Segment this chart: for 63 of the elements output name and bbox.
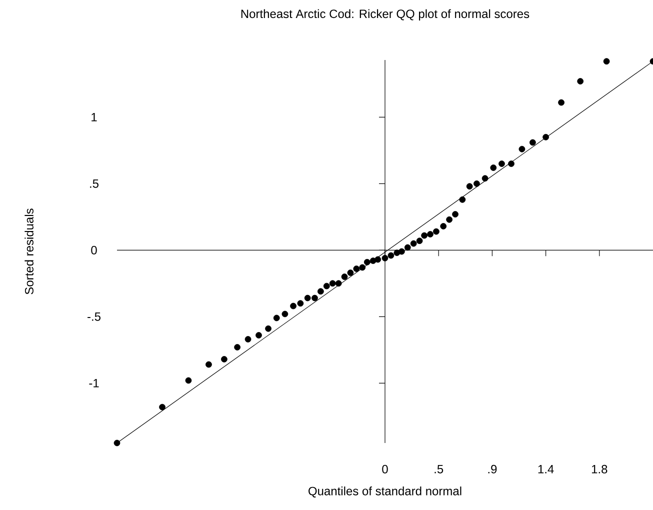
point [185, 377, 192, 384]
point [433, 228, 440, 235]
point [265, 325, 272, 332]
point [329, 280, 336, 287]
y-axis-title: Sorted residuals [24, 208, 34, 294]
point [347, 270, 354, 276]
point [341, 274, 348, 280]
point [312, 294, 318, 302]
point [159, 404, 166, 410]
point [404, 244, 411, 251]
y-tick-label: 1 [92, 113, 97, 122]
point [388, 252, 394, 259]
y-tick-label: -.5 [88, 312, 100, 321]
point [459, 196, 466, 203]
y-tick-label: 0 [91, 246, 97, 254]
point [206, 361, 212, 368]
point [256, 332, 262, 338]
point [382, 254, 388, 262]
x-axis-title: Quantiles of standard normal [308, 486, 462, 498]
point [421, 232, 428, 239]
point [427, 231, 434, 238]
point [353, 266, 360, 272]
point [466, 183, 473, 190]
point [508, 160, 514, 167]
point [304, 294, 311, 302]
point [498, 160, 505, 167]
x-tick-label: .5 [434, 464, 444, 474]
y-tick-label: -1 [89, 379, 99, 388]
point [335, 280, 342, 287]
x-tick-label: 1.4 [538, 465, 554, 474]
point [273, 314, 280, 322]
x-tick-label: 0 [382, 464, 388, 474]
point [603, 58, 610, 65]
point [282, 310, 288, 318]
point [482, 175, 488, 182]
point [577, 78, 584, 84]
point [542, 134, 549, 140]
point [221, 356, 228, 362]
point [490, 164, 497, 171]
point [234, 344, 241, 350]
point [364, 258, 370, 266]
point [114, 440, 120, 446]
point [359, 264, 366, 271]
point [398, 248, 405, 255]
point [323, 282, 330, 290]
x-tick-label: 1.8 [592, 464, 608, 474]
point [446, 216, 453, 223]
point [558, 99, 564, 106]
point [297, 300, 304, 307]
point [416, 238, 423, 244]
point [474, 180, 480, 187]
x-tick-label: .9 [488, 464, 497, 474]
point [440, 223, 447, 230]
chart-title: Northeast Arctic Cod: Ricker QQ plot of normal scores [241, 9, 530, 20]
point [374, 256, 382, 263]
point [529, 139, 536, 146]
point [452, 211, 458, 218]
point [410, 240, 417, 247]
y-tick-label: .5 [90, 179, 98, 188]
point [317, 288, 324, 295]
point [244, 336, 252, 342]
point [518, 146, 526, 152]
point [290, 302, 296, 310]
